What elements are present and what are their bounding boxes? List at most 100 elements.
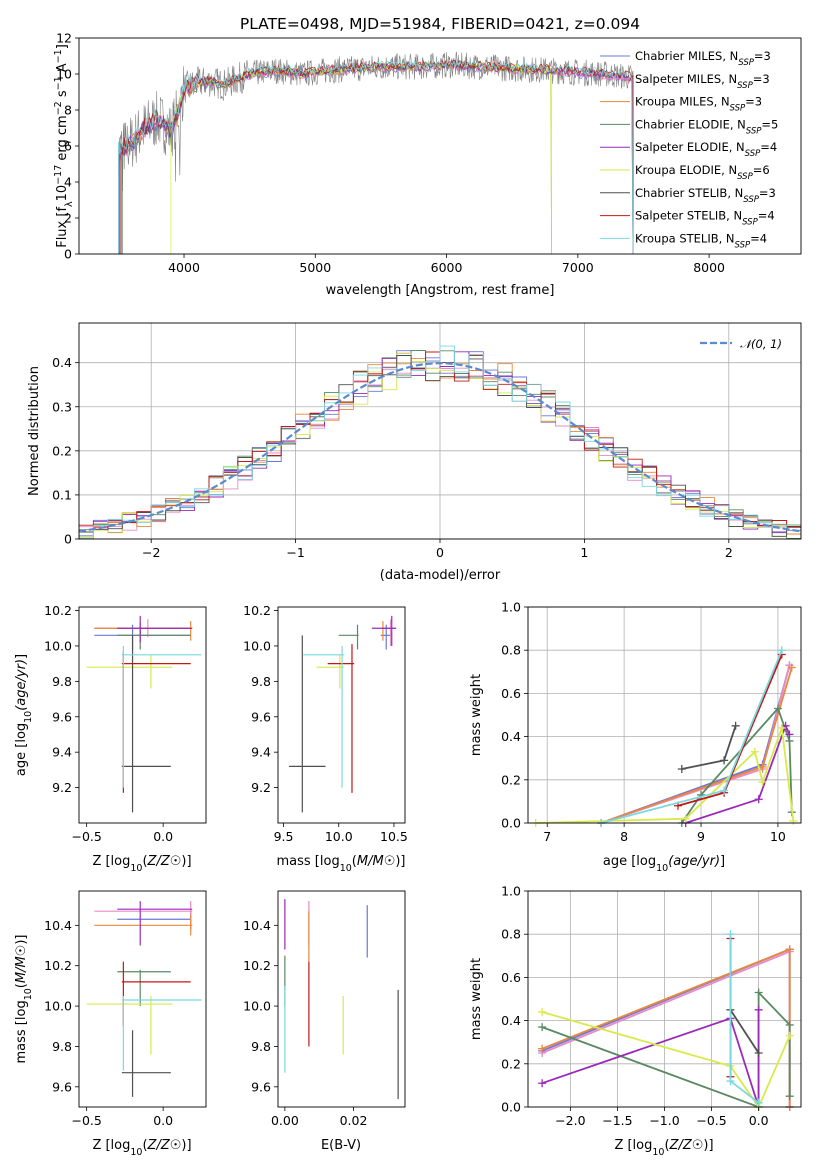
y-tick-label: 9.4 — [52, 745, 72, 760]
legend-suffix: =5 — [761, 117, 778, 131]
axis-label-part: mass [log — [277, 854, 340, 869]
y-tick-label: 9.2 — [251, 780, 271, 795]
weight-line-6 — [541, 1011, 791, 1109]
y-tick-label: 9.4 — [251, 745, 271, 760]
x-tick-label: 0.0 — [749, 1113, 769, 1128]
legend-text: Chabrier ELODIE, N — [635, 117, 746, 131]
x-tick-label: 10.0 — [325, 829, 353, 844]
weight-marker-6 — [750, 747, 759, 756]
y-tick-label: 0.0 — [501, 816, 521, 831]
y-tick-label: 10.0 — [44, 638, 72, 653]
weight-marker-6 — [681, 814, 690, 823]
x-tick-label: 0.0 — [153, 829, 173, 844]
y-axis-label-part: −1 — [53, 76, 64, 90]
plot-area-weight_vs_age — [531, 646, 798, 827]
legend-label-2: Salpeter MILES, NSSP=3 — [635, 72, 770, 91]
y-axis-label-part: −17 — [53, 165, 64, 185]
x-tick-label: −2 — [142, 545, 160, 560]
weight-marker-9 — [720, 786, 729, 795]
x-tick-label: 1 — [580, 545, 588, 560]
y-tick-label: 9.6 — [52, 709, 72, 724]
y-tick-label: 10.0 — [243, 638, 271, 653]
gaussian-curve — [79, 361, 801, 533]
axis-label-part: Z [log — [92, 1138, 130, 1153]
x-tick-label: 9.5 — [274, 829, 294, 844]
axes-frame — [277, 606, 406, 824]
axis-label-part: mass [log — [14, 1000, 29, 1063]
axis-label-part: ( — [664, 1138, 669, 1153]
axis-label-part: 10 — [652, 1147, 664, 1158]
y-tick-label: 0.6 — [501, 686, 521, 701]
x-tick-label: 0 — [436, 545, 444, 560]
weight-marker-7 — [754, 1049, 763, 1057]
x-tick-label: −1.5 — [602, 1113, 632, 1128]
y-axis-label-part: −2 — [53, 101, 64, 115]
axes-frame — [527, 606, 802, 824]
axis-label-part: 10 — [23, 988, 34, 1000]
weight-marker-9 — [726, 930, 735, 939]
weight-marker-3 — [785, 945, 794, 954]
weight-marker-7 — [720, 756, 729, 765]
x-tick-label: −1 — [286, 545, 304, 560]
legend-sub: SSP — [737, 81, 753, 91]
legend-label-5: Salpeter ELODIE, NSSP=4 — [635, 140, 777, 159]
y-tick-label: 10.2 — [44, 603, 72, 618]
axis-label-part: 10 — [656, 863, 668, 874]
weight-line-5 — [541, 1009, 760, 1108]
error-bars-age_vs_mass — [289, 615, 397, 813]
y-axis-label-part: λ — [64, 201, 75, 207]
y-axis-label-part: ] — [55, 44, 70, 49]
y-axis-label-part: s — [55, 90, 70, 101]
x-tick-label: −2.0 — [555, 1113, 585, 1128]
y-tick-label: 12 — [56, 31, 72, 46]
legend-label-8: Salpeter STELIB, NSSP=4 — [635, 209, 775, 228]
y-axis-label: Flux [fλ10−17 erg cm−2 s−1 A−1] — [53, 44, 75, 248]
weight-marker-7 — [731, 721, 740, 730]
legend-text: Chabrier MILES, N — [635, 49, 738, 63]
x-tick-label: 8000 — [693, 260, 725, 275]
legend-sub: SSP — [738, 58, 754, 68]
axes-age_vs_Z: −0.5 0.09.29.49.69.810.010.2Z [log10(Z/Z☉… — [14, 603, 207, 874]
weight-marker-7 — [677, 765, 686, 773]
plot-area-age_vs_Z — [86, 615, 202, 813]
axis-label-part: (age/yr) — [668, 854, 720, 869]
plot-area-residuals — [79, 345, 801, 539]
y-tick-label: 0.2 — [501, 1056, 521, 1071]
model-spectrum-9 — [118, 59, 634, 254]
axes-frame — [78, 606, 207, 824]
x-tick-label: 0.0 — [153, 1113, 173, 1128]
error-bars-mass_vs_ebv — [284, 899, 399, 1099]
y-tick-label: 10 — [56, 67, 72, 82]
axis-label-part: ( — [142, 854, 147, 869]
model-spectrum-8 — [120, 59, 634, 254]
weight-line-6 — [535, 727, 795, 824]
legend-text: Salpeter ELODIE, N — [635, 140, 745, 154]
weight-marker-6 — [785, 1031, 794, 1040]
legend-text: Chabrier STELIB, N — [635, 186, 743, 200]
weight-line-7 — [729, 1009, 760, 1054]
x-tick-label: 0.00 — [271, 1113, 299, 1128]
y-tick-label: 9.8 — [52, 674, 72, 689]
x-tick-label: 10.5 — [380, 829, 408, 844]
plot-area-mass_vs_Z — [86, 901, 202, 1097]
weight-marker-4 — [773, 704, 782, 713]
y-tick-label: 0.8 — [501, 643, 521, 658]
y-axis-label-part: −1 — [53, 49, 64, 63]
legend-label-9: Kroupa STELIB, NSSP=4 — [635, 231, 767, 250]
axis-label-part: ☉)] — [384, 854, 406, 869]
y-tick-label: 9.6 — [52, 1079, 72, 1094]
axes-mass_vs_ebv: 0.00 0.02 9.6 9.8 10.0 10.2 10.4 E(B-V) — [243, 890, 406, 1153]
figure-title: PLATE=0498, MJD=51984, FIBERID=0421, z=0… — [240, 15, 640, 33]
weight-marker-5 — [785, 730, 794, 739]
axis-label-part: M/M — [14, 956, 29, 983]
plot-area-mass_vs_ebv — [284, 899, 399, 1099]
legend-suffix: =3 — [753, 72, 770, 86]
legend-sub: SSP — [735, 240, 751, 250]
plot-layer: 4000 5000 6000 7000 8000024681012wavelength … — [14, 31, 802, 1158]
axis-label-part: 10 — [130, 1147, 142, 1158]
y-tick-label: 0.8 — [501, 927, 521, 942]
weight-marker-5 — [754, 795, 763, 804]
axes-frame — [277, 890, 406, 1108]
x-tick-label: 6000 — [431, 260, 463, 275]
